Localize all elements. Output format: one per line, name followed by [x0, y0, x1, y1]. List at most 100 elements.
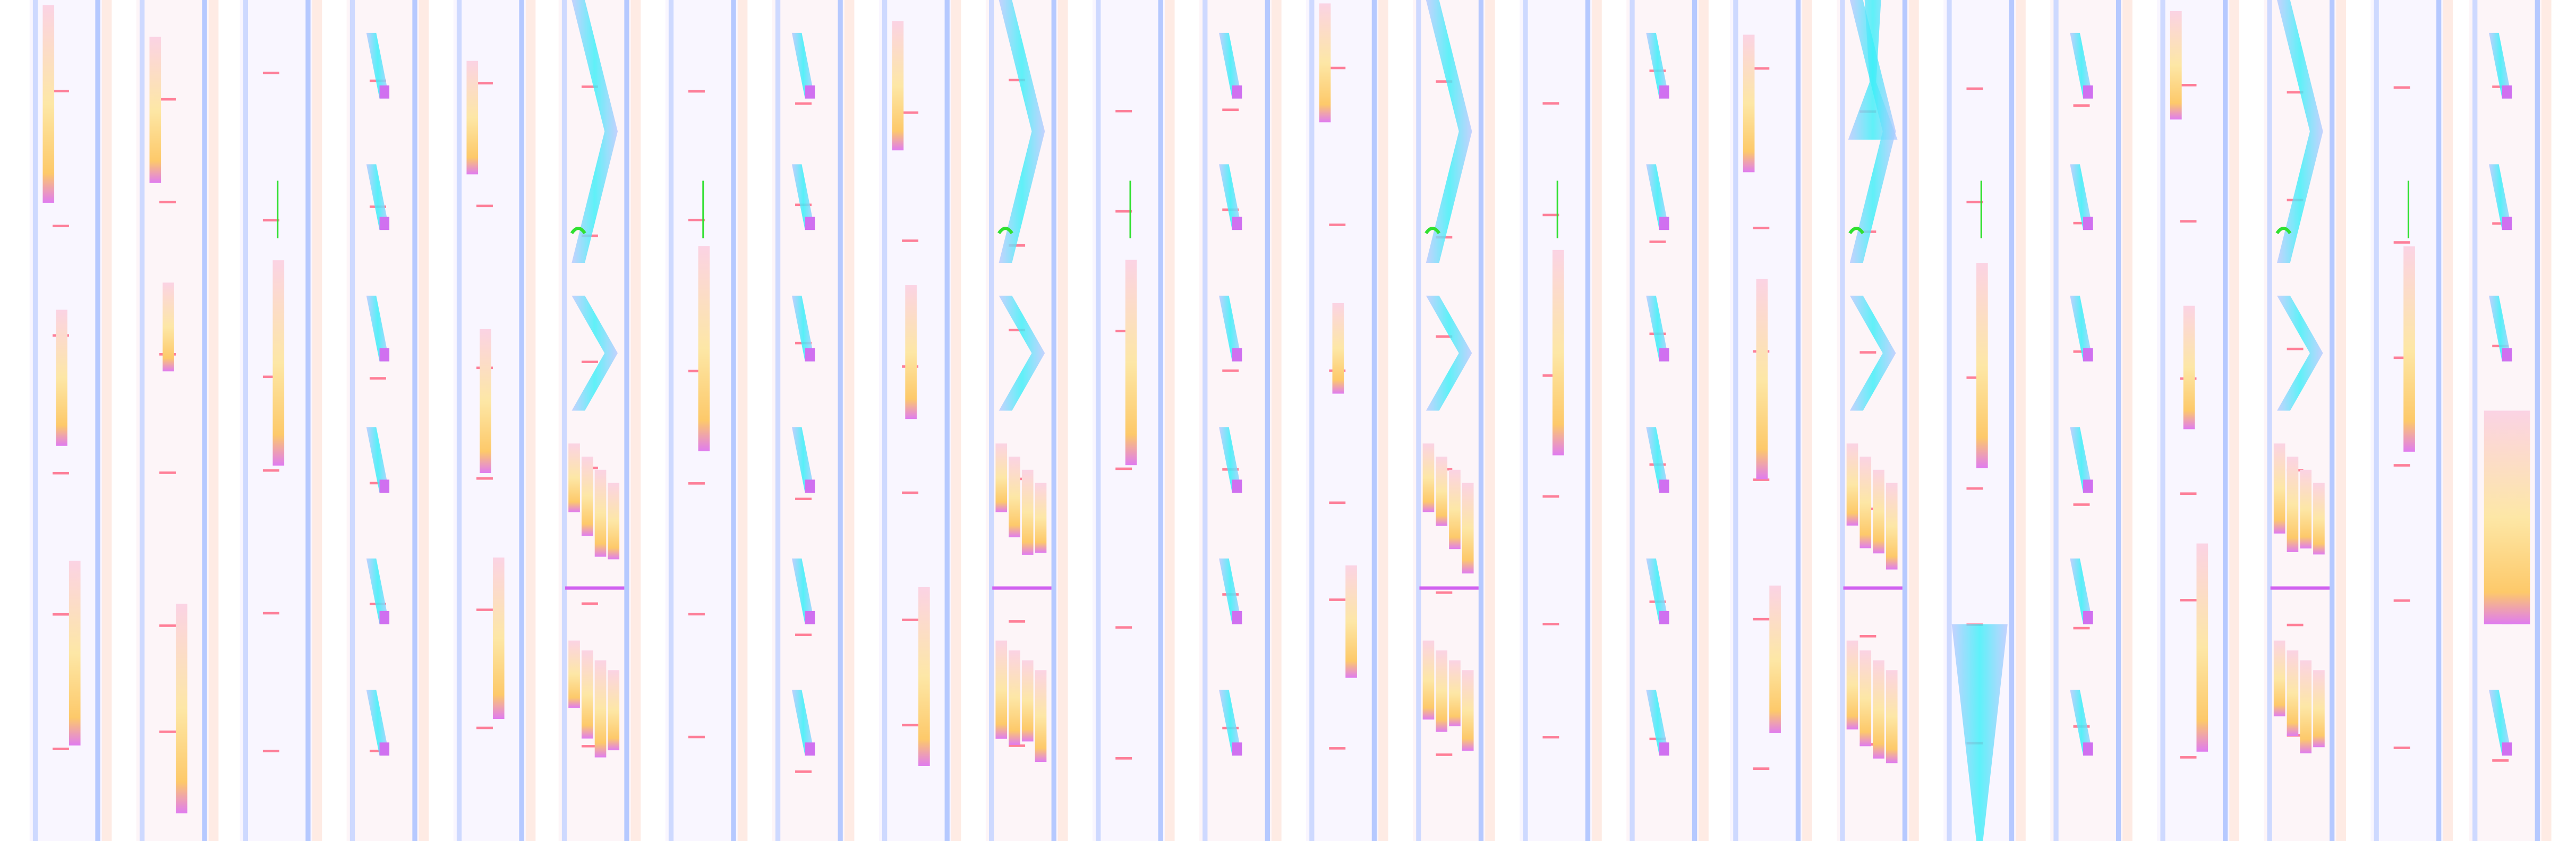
tick-label	[1115, 757, 1132, 760]
marker	[1232, 611, 1242, 624]
lane-glow	[2122, 0, 2133, 841]
tick-label	[2287, 347, 2304, 350]
tick-label	[1009, 244, 1026, 247]
lane-glow	[737, 0, 748, 841]
tick-label	[1966, 201, 1983, 203]
lane-edge	[2009, 0, 2015, 841]
tick-label	[159, 98, 176, 101]
tick-label	[1966, 87, 1983, 90]
flow	[999, 0, 1045, 263]
tick-label	[688, 735, 705, 739]
bar	[175, 604, 187, 813]
lane-edge	[349, 0, 355, 841]
flow	[2277, 0, 2323, 263]
lane-shade	[1199, 0, 1272, 841]
tick-label	[1115, 330, 1132, 332]
lane-glow	[525, 0, 536, 841]
flow	[1646, 32, 1669, 99]
tick-label	[902, 724, 919, 727]
flow	[2070, 164, 2093, 230]
tick-label	[159, 624, 176, 627]
lane-edge	[668, 0, 674, 841]
bar	[1021, 469, 1034, 555]
bar	[1860, 650, 1872, 746]
lane-edge	[243, 0, 249, 841]
flow	[1646, 690, 1669, 756]
bar	[608, 483, 620, 560]
lane-glow	[312, 0, 322, 841]
marker	[1659, 348, 1669, 362]
bar	[1769, 585, 1781, 734]
marker	[1659, 479, 1669, 493]
marker	[2083, 479, 2093, 493]
tick-label	[1222, 108, 1239, 111]
bar	[905, 285, 917, 419]
tick-label	[1649, 241, 1666, 243]
flow	[1219, 295, 1242, 362]
bar	[581, 457, 593, 536]
tick-label	[262, 219, 279, 222]
tick-label	[476, 204, 493, 208]
tick-label	[688, 90, 705, 93]
lane-glow	[1699, 0, 1709, 841]
bar	[1846, 443, 1858, 526]
tick-label	[2393, 356, 2410, 359]
bar	[1886, 670, 1898, 763]
lane-edge	[1265, 0, 1270, 841]
lane-edge	[2472, 0, 2478, 841]
bar	[698, 246, 710, 451]
flow	[1646, 295, 1669, 362]
bar	[1449, 660, 1461, 726]
bar	[1422, 640, 1435, 720]
marker	[570, 226, 586, 235]
marker	[1232, 85, 1242, 99]
bar	[1021, 660, 1034, 742]
tick-label	[1860, 634, 1876, 638]
marker	[805, 742, 815, 756]
bar	[1873, 469, 1884, 554]
marker	[2083, 85, 2093, 99]
flow	[2277, 295, 2323, 411]
bar	[1860, 457, 1872, 548]
tick-label	[1542, 736, 1559, 739]
bar	[1009, 457, 1020, 538]
lane-edge	[1630, 0, 1635, 841]
tick-label	[476, 477, 493, 480]
marker	[805, 611, 815, 624]
lane-edge	[2160, 0, 2165, 841]
lane-edge	[944, 0, 950, 841]
marker	[2502, 217, 2512, 230]
tick-label	[1753, 67, 1770, 70]
bar	[1846, 640, 1858, 730]
lane-edge	[561, 0, 567, 841]
tick-label	[262, 750, 279, 752]
lane-edge	[2053, 0, 2059, 841]
tick-label	[2492, 222, 2509, 225]
tick-label	[1436, 591, 1453, 594]
tick-label	[581, 602, 598, 605]
bar	[1436, 457, 1448, 526]
bar	[1319, 3, 1331, 123]
marker	[2502, 742, 2512, 756]
tick-label	[476, 82, 493, 85]
bar	[568, 443, 580, 512]
tick-label	[1542, 623, 1559, 625]
marker	[2083, 611, 2093, 624]
lane-edge	[838, 0, 843, 841]
marker	[805, 348, 815, 362]
bar	[892, 21, 904, 151]
tick-label	[2180, 83, 2197, 87]
bar	[2273, 443, 2285, 534]
tick-label	[262, 71, 279, 74]
tick-label	[159, 730, 176, 733]
marker	[997, 226, 1013, 235]
bar	[492, 557, 505, 719]
bar	[272, 260, 285, 466]
flow	[572, 0, 618, 263]
flow	[2489, 295, 2512, 362]
marker	[2502, 348, 2512, 362]
tick-label	[2073, 221, 2090, 225]
bar	[1462, 483, 1474, 574]
tick-label	[581, 745, 598, 748]
